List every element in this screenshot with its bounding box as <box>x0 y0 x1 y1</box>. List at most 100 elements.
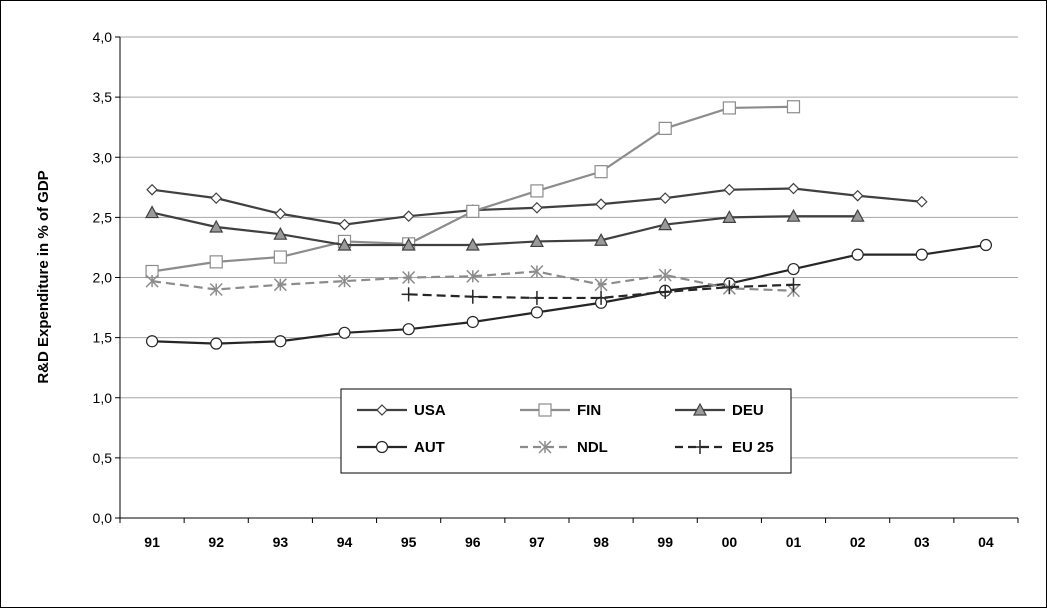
data-point-fin <box>466 204 480 218</box>
data-point-deu <box>273 226 288 240</box>
legend-item-eu-25: EU 25 <box>675 439 774 456</box>
series-group <box>145 100 993 350</box>
y-tick-label: 1,5 <box>93 330 113 346</box>
data-point-fin <box>786 100 801 114</box>
gridlines <box>120 36 1018 459</box>
data-point-usa <box>274 207 287 220</box>
data-point-ndl <box>658 268 672 282</box>
y-tick-label: 4,0 <box>93 29 113 45</box>
data-point-ndl <box>145 274 159 288</box>
series-deu <box>145 205 865 251</box>
data-point-deu <box>465 237 480 251</box>
data-point-usa <box>146 183 158 196</box>
x-tick-label: 99 <box>657 534 673 550</box>
data-point-usa <box>659 192 672 204</box>
legend-label: AUT <box>414 439 445 456</box>
x-tick-label: 93 <box>273 534 289 550</box>
legend-marker <box>375 440 389 454</box>
data-point-usa <box>402 210 415 223</box>
legend: USA FIN DEU AUT NDL EU 25 <box>340 388 792 474</box>
data-point-eu-25 <box>658 284 673 299</box>
legend-marker <box>538 440 552 454</box>
data-point-aut <box>915 248 928 261</box>
y-tick-labels: 0,0 0,5 1,0 1,5 2,0 2,5 3,0 3,5 4,0 <box>93 29 113 526</box>
x-tick-label: 91 <box>144 534 160 550</box>
data-point-eu-25 <box>401 287 416 302</box>
data-point-deu <box>401 237 416 251</box>
data-point-deu <box>209 219 224 233</box>
x-tick-labels: 91 92 93 94 95 96 97 98 99 00 01 02 03 04 <box>144 534 994 550</box>
y-axis-label: R&D Expenditure in % of GDP <box>35 170 52 383</box>
legend-label: NDL <box>577 439 608 456</box>
legend-marker <box>538 403 552 417</box>
data-point-usa <box>915 195 928 208</box>
legend-label: FIN <box>577 402 601 419</box>
data-point-deu <box>658 217 673 231</box>
legend-label: EU 25 <box>732 439 774 456</box>
series-aut <box>145 238 993 350</box>
legend-item-deu: DEU <box>675 402 764 419</box>
data-point-fin <box>209 255 223 269</box>
data-point-usa <box>531 201 543 214</box>
y-tick-label: 0,5 <box>93 450 113 466</box>
data-point-aut <box>338 326 351 339</box>
data-point-ndl <box>466 269 480 283</box>
x-tick-label: 02 <box>850 534 866 550</box>
legend-marker <box>693 440 707 454</box>
x-tick-label: 03 <box>914 534 930 550</box>
x-tick-label: 96 <box>465 534 481 550</box>
data-point-deu <box>722 210 737 223</box>
x-tick-label: 00 <box>722 534 738 550</box>
data-point-aut <box>851 248 864 261</box>
data-point-deu <box>337 237 352 251</box>
data-point-eu-25 <box>786 277 801 292</box>
data-point-aut <box>274 335 287 348</box>
data-point-usa <box>595 198 607 210</box>
x-tick-label: 04 <box>978 534 994 550</box>
data-point-ndl <box>337 274 352 288</box>
data-point-eu-25 <box>594 290 609 305</box>
data-point-usa <box>851 189 864 202</box>
y-tick-label: 1,0 <box>93 390 113 406</box>
x-tick-label: 94 <box>337 534 353 550</box>
data-point-ndl <box>209 282 223 297</box>
x-tick-label: 95 <box>401 534 417 550</box>
data-point-aut <box>466 315 479 329</box>
legend-item-aut: AUT <box>357 439 445 456</box>
data-point-aut <box>145 335 159 348</box>
x-tick-label: 98 <box>593 534 609 550</box>
legend-item-fin: FIN <box>520 402 601 419</box>
data-point-fin <box>658 121 672 135</box>
y-tick-label: 3,0 <box>93 149 113 165</box>
series-fin <box>145 100 801 279</box>
data-point-ndl <box>402 270 416 285</box>
y-tick-label: 2,5 <box>93 209 113 225</box>
y-tick-label: 2,0 <box>93 270 113 286</box>
data-point-deu <box>594 232 609 246</box>
data-point-usa <box>787 182 800 195</box>
data-point-deu <box>850 208 865 222</box>
data-point-deu <box>786 208 801 222</box>
legend-marker <box>692 402 708 416</box>
data-point-fin <box>722 101 736 115</box>
series-line-aut <box>152 243 987 345</box>
legend-label: USA <box>414 402 446 419</box>
x-tick-label: 01 <box>786 534 802 550</box>
axes <box>115 36 1019 523</box>
data-point-eu-25 <box>529 290 544 305</box>
series-line-ndl <box>151 270 794 292</box>
y-tick-label: 0,0 <box>93 510 113 526</box>
data-point-aut <box>210 337 223 350</box>
data-point-eu-25 <box>722 280 737 295</box>
data-point-usa <box>210 192 223 204</box>
y-tick-label: 3,5 <box>93 89 113 105</box>
data-point-ndl <box>273 278 287 292</box>
legend-marker <box>376 404 388 416</box>
x-tick-label: 92 <box>208 534 224 550</box>
data-point-fin <box>530 184 544 198</box>
data-point-ndl <box>594 278 608 292</box>
data-point-aut <box>402 323 415 336</box>
data-point-eu-25 <box>465 289 480 304</box>
